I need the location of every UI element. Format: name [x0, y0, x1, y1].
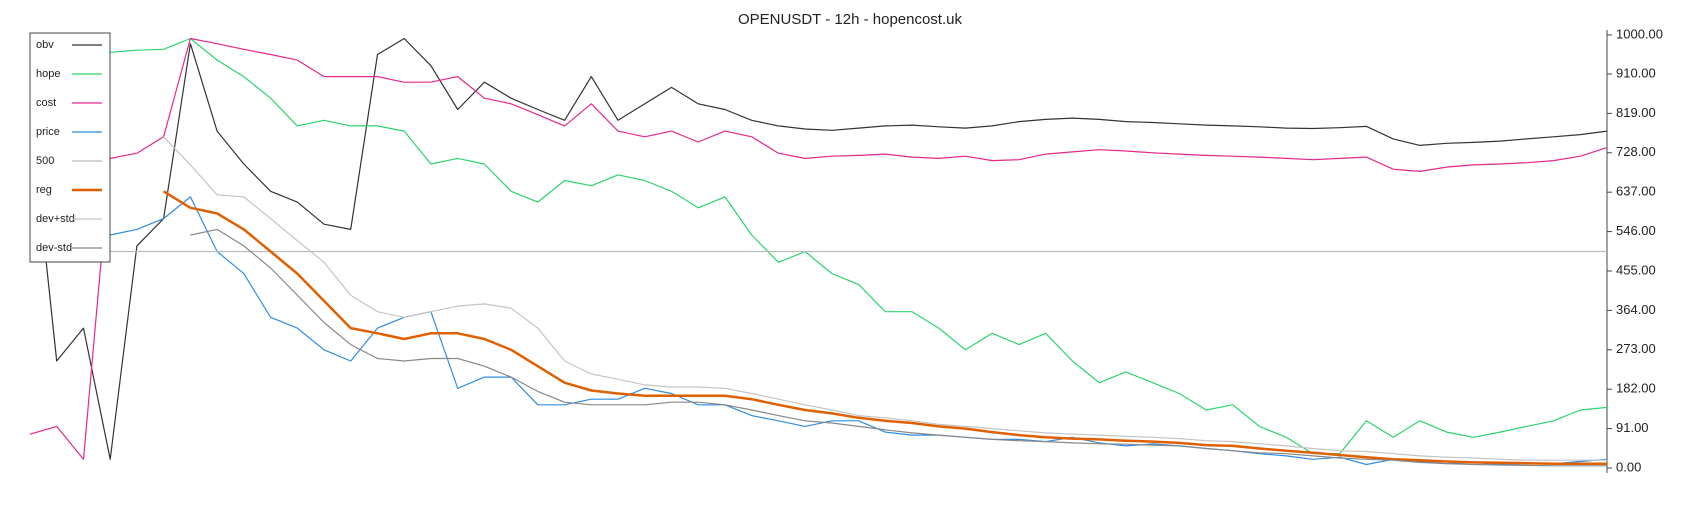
y-tick-label: 637.00: [1616, 184, 1656, 199]
y-tick-label: 910.00: [1616, 65, 1656, 80]
series-line: [162, 190, 1607, 465]
y-tick-label: 455.00: [1616, 262, 1656, 277]
y-tick-label: 91.00: [1616, 420, 1649, 435]
legend-box: [29, 32, 111, 263]
y-tick-label: 546.00: [1616, 223, 1656, 238]
legend-label: obv: [36, 39, 54, 51]
legend-label: dev+std: [36, 213, 75, 225]
series-line: [29, 37, 1608, 460]
series-line: [29, 37, 1608, 460]
y-tick-label: 182.00: [1616, 381, 1656, 396]
legend-label: 500: [36, 155, 54, 167]
legend: obv hope cost price 500 reg dev+std dev-std: [29, 32, 111, 263]
legend-label: price: [36, 126, 60, 138]
legend-label: dev-std: [36, 242, 72, 254]
legend-label: hope: [36, 68, 60, 80]
y-tick-label: 728.00: [1616, 144, 1656, 159]
series-line: [190, 228, 1607, 467]
y-tick-label: 819.00: [1616, 105, 1656, 120]
chart-title: OPENUSDT - 12h - hopencost.uk: [738, 11, 962, 28]
y-tick-label: 364.00: [1616, 302, 1656, 317]
y-tick-label: 273.00: [1616, 341, 1656, 356]
legend-label: reg: [36, 184, 52, 196]
y-tick-label: 0.00: [1616, 459, 1641, 474]
y-tick-label: 1000.00: [1616, 26, 1663, 41]
legend-label: cost: [36, 97, 56, 109]
series-line: [163, 136, 1607, 461]
series-line: [29, 37, 1608, 455]
